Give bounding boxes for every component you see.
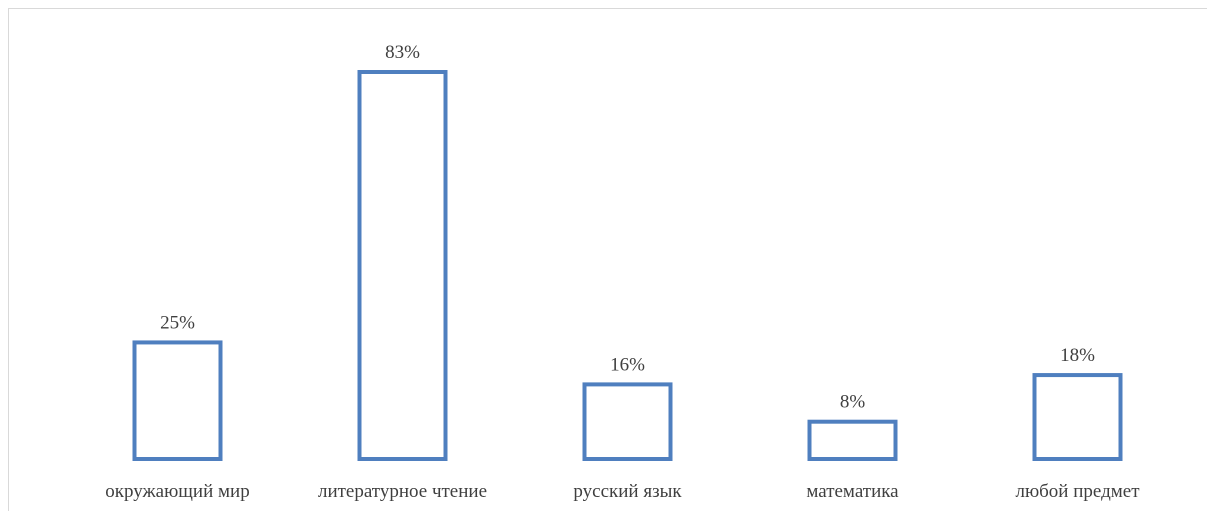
data-label-2: 83% [385, 42, 420, 63]
category-label-1: окружающий мир [105, 481, 249, 502]
bar-2 [357, 70, 448, 461]
category-label-3: русский язык [573, 481, 682, 502]
category-label-2: литературное чтение [318, 481, 487, 502]
chart-frame [8, 8, 1207, 511]
bar-4 [807, 419, 898, 461]
bar-5 [1032, 373, 1123, 462]
data-label-3: 16% [610, 354, 645, 375]
bar-1 [132, 340, 223, 462]
data-label-4: 8% [840, 392, 866, 413]
data-label-5: 18% [1060, 345, 1095, 366]
category-label-5: любой предмет [1015, 481, 1140, 502]
category-label-4: математика [806, 481, 899, 502]
bar-3 [582, 382, 673, 461]
data-label-1: 25% [160, 312, 195, 333]
